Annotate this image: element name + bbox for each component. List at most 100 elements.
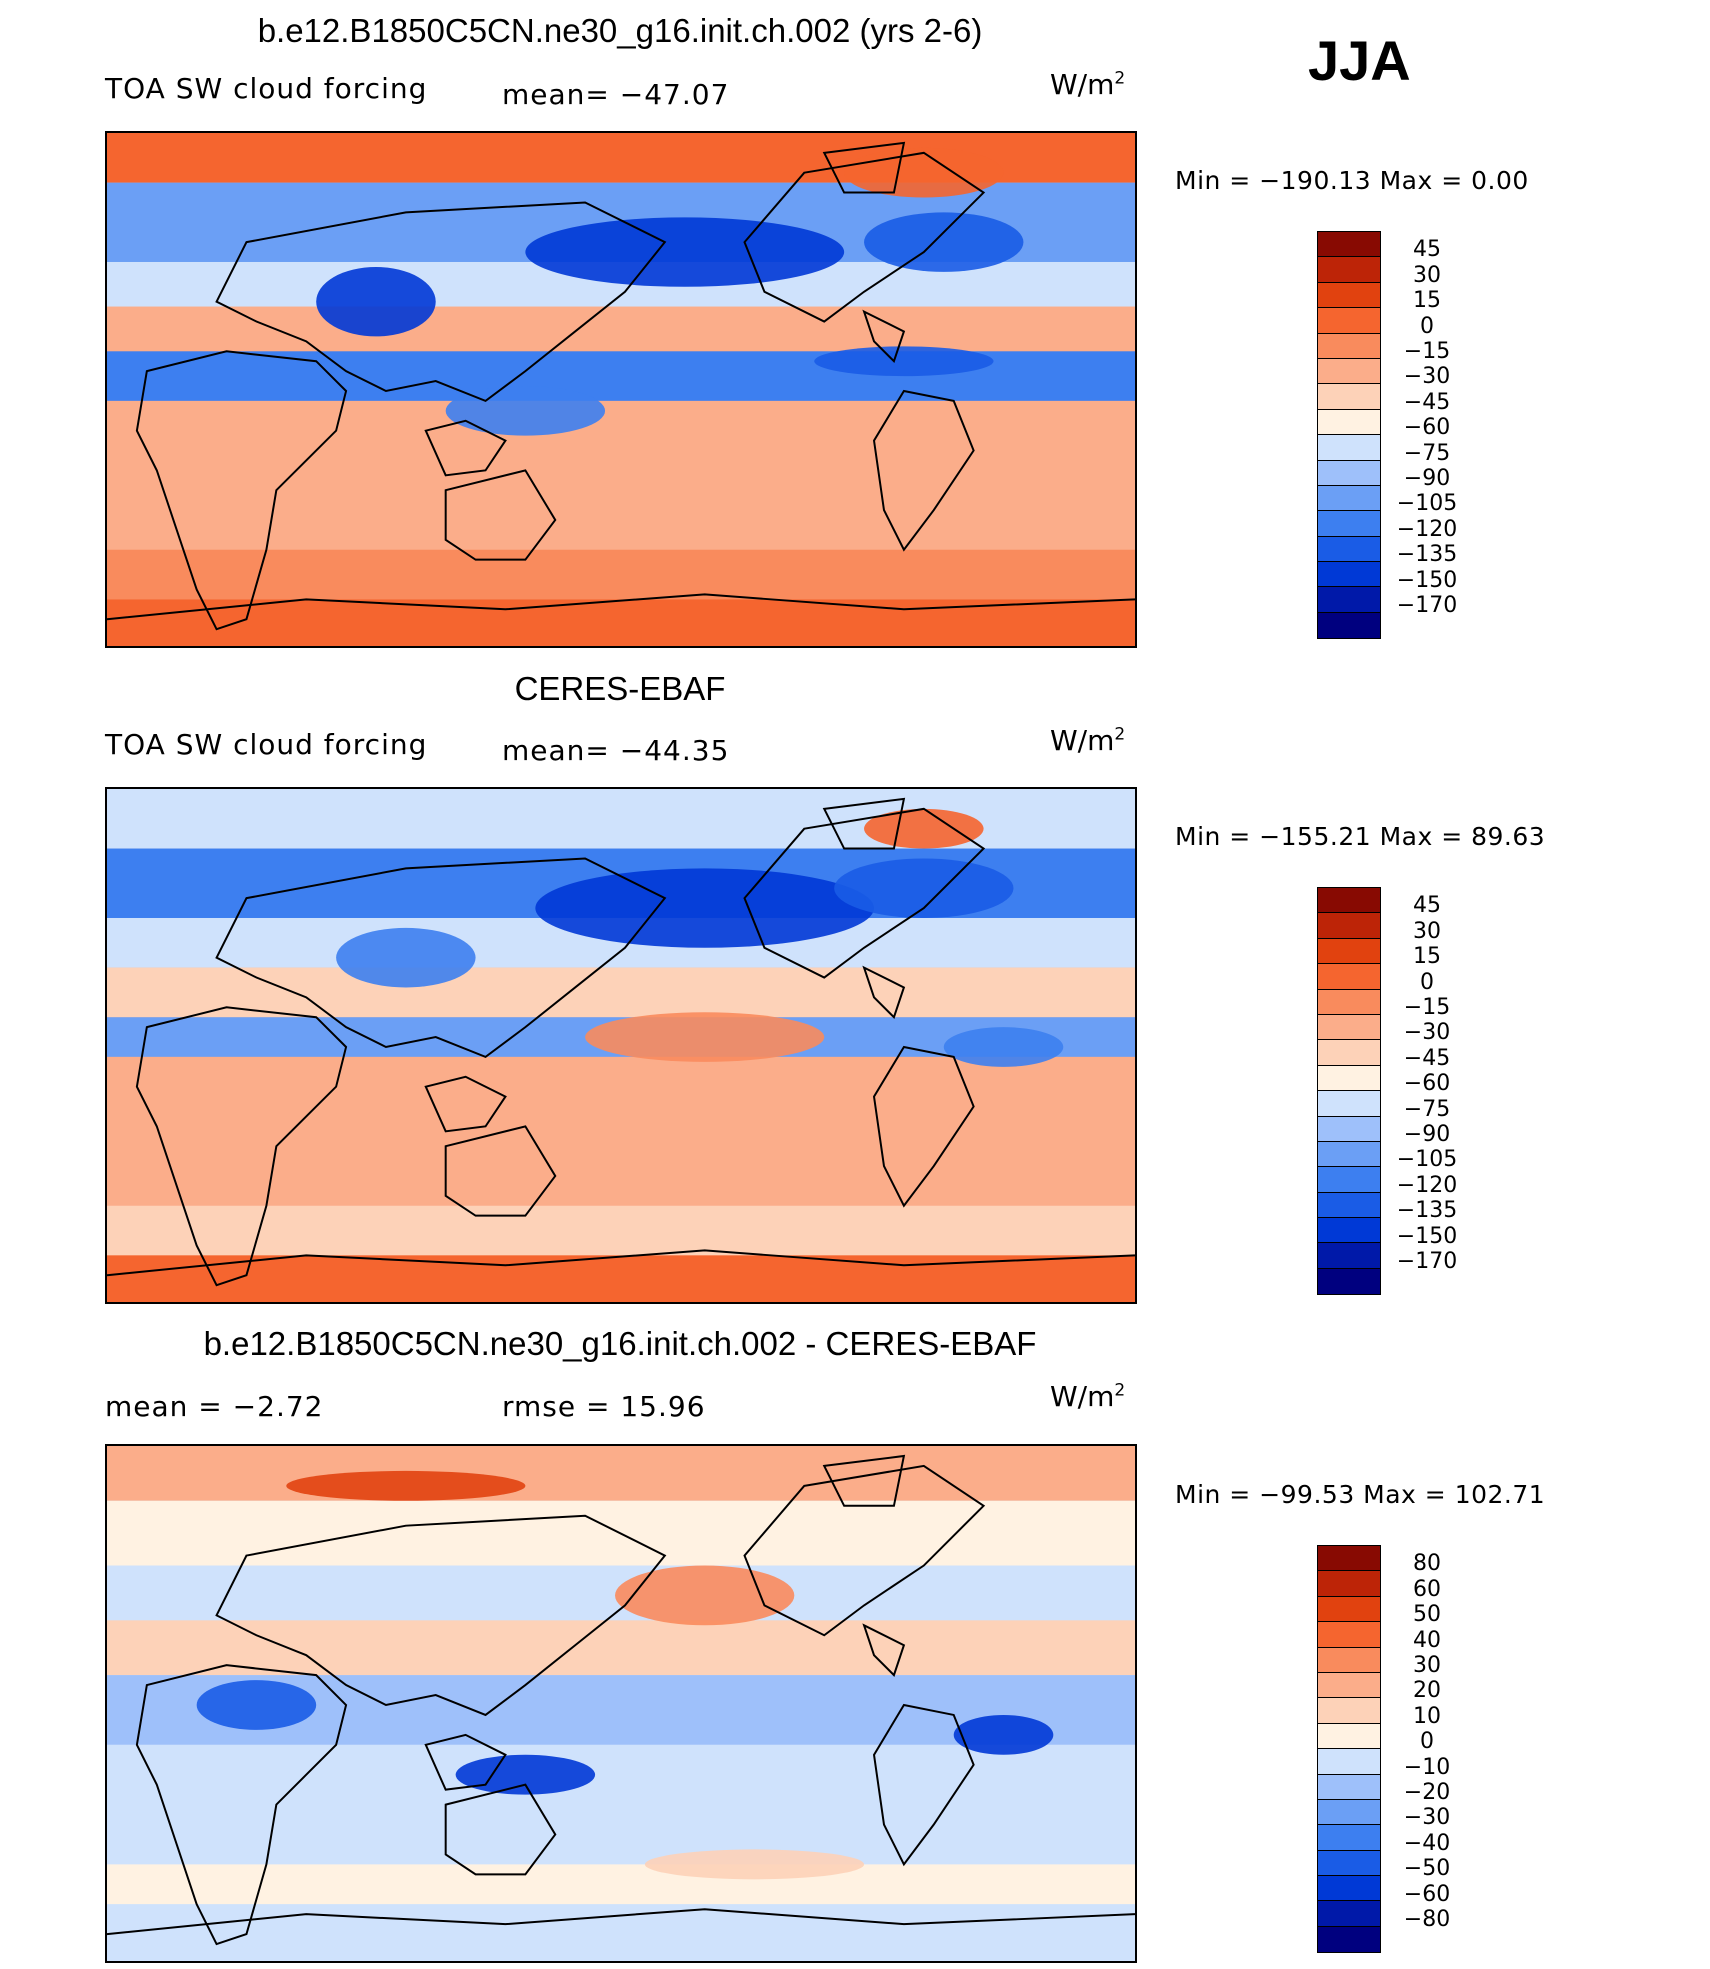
panel-2-units: W/m2 <box>1050 724 1125 757</box>
colorbar-level-label: 80 <box>1413 1551 1441 1577</box>
colorbar-swatch <box>1318 1799 1380 1826</box>
colorbar-swatch <box>1318 1647 1380 1673</box>
colorbar-swatch <box>1318 257 1380 283</box>
colorbar-swatch <box>1318 1876 1380 1902</box>
colorbar-level-label: −40 <box>1403 1830 1451 1856</box>
panel-1-colorbar <box>1317 231 1381 640</box>
units-exponent: 2 <box>1114 68 1126 89</box>
colorbar-swatch <box>1318 358 1380 385</box>
colorbar-swatch <box>1318 485 1380 512</box>
colorbar-level-label: −10 <box>1403 1754 1451 1780</box>
colorbar-swatch <box>1318 1268 1380 1295</box>
colorbar-level-label: −30 <box>1403 1020 1451 1046</box>
colorbar-swatch <box>1318 1774 1380 1800</box>
colorbar-level-label: −60 <box>1403 1071 1451 1097</box>
panel-1-mean-label: mean= −47.07 <box>502 78 730 111</box>
panel-1-title: b.e12.B1850C5CN.ne30_g16.init.ch.002 (yr… <box>257 12 983 49</box>
colorbar-swatch <box>1318 232 1380 258</box>
colorbar-swatch <box>1318 1850 1380 1877</box>
panel-2-title: CERES-EBAF <box>514 670 726 707</box>
panel-2-colorbar <box>1317 887 1381 1296</box>
colorbar-level-label: −170 <box>1396 1249 1458 1274</box>
colorbar-level-label: 15 <box>1413 944 1441 970</box>
colorbar-level-label: −20 <box>1403 1780 1451 1805</box>
colorbar-level-label: −60 <box>1403 415 1451 441</box>
colorbar-level-label: −50 <box>1403 1856 1451 1882</box>
colorbar-level-label: 45 <box>1413 237 1441 263</box>
colorbar-level-label: −60 <box>1403 1881 1451 1907</box>
colorbar-swatch <box>1318 1672 1380 1699</box>
colorbar-swatch <box>1318 1926 1380 1953</box>
colorbar-swatch <box>1318 1698 1380 1724</box>
panel-3-map <box>105 1444 1137 1963</box>
colorbar-swatch <box>1318 587 1380 613</box>
colorbar-level-label: 0 <box>1420 969 1434 995</box>
colorbar-swatch <box>1318 1091 1380 1117</box>
colorbar-swatch <box>1318 888 1380 914</box>
panel-3-minmax: Min = −99.53 Max = 102.71 <box>1175 1480 1546 1509</box>
colorbar-level-label: −45 <box>1403 389 1451 415</box>
colorbar-swatch <box>1318 1901 1380 1927</box>
map-canvas <box>107 789 1135 1302</box>
colorbar-swatch <box>1318 938 1380 965</box>
colorbar-swatch <box>1318 913 1380 939</box>
colorbar-level-label: −90 <box>1403 1122 1451 1147</box>
colorbar-level-label: −75 <box>1403 440 1451 466</box>
colorbar-level-label: −120 <box>1396 1172 1458 1198</box>
colorbar-level-label: −135 <box>1396 542 1458 568</box>
colorbar-swatch <box>1318 964 1380 990</box>
colorbar-level-label: −30 <box>1403 364 1451 390</box>
colorbar-swatch <box>1318 1141 1380 1168</box>
panel-3-title: b.e12.B1850C5CN.ne30_g16.init.ch.002 - C… <box>203 1325 1037 1362</box>
colorbar-swatch <box>1318 989 1380 1015</box>
colorbar-level-label: −105 <box>1396 1147 1458 1173</box>
colorbar-level-label: −150 <box>1396 567 1458 593</box>
colorbar-swatch <box>1318 1167 1380 1193</box>
colorbar-level-label: −105 <box>1396 491 1458 517</box>
colorbar-swatch <box>1318 1596 1380 1623</box>
units-exponent: 2 <box>1114 724 1126 745</box>
colorbar-swatch <box>1318 511 1380 537</box>
colorbar-level-label: 30 <box>1413 918 1441 944</box>
units-text: W/m <box>1050 68 1115 101</box>
colorbar-level-label: 60 <box>1413 1576 1441 1602</box>
colorbar-swatch <box>1318 460 1380 486</box>
units-exponent: 2 <box>1114 1380 1126 1401</box>
panel-2-minmax: Min = −155.21 Max = 89.63 <box>1175 822 1546 851</box>
colorbar-swatch <box>1318 1825 1380 1851</box>
colorbar-swatch <box>1318 1622 1380 1648</box>
colorbar-swatch <box>1318 1116 1380 1142</box>
colorbar-level-label: −15 <box>1403 995 1451 1020</box>
colorbar-swatch <box>1318 612 1380 639</box>
colorbar-level-label: −75 <box>1403 1096 1451 1122</box>
colorbar-level-label: −45 <box>1403 1045 1451 1071</box>
colorbar-level-label: −80 <box>1403 1907 1451 1932</box>
colorbar-level-label: 0 <box>1420 1729 1434 1755</box>
colorbar-swatch <box>1318 1218 1380 1244</box>
colorbar-swatch <box>1318 536 1380 563</box>
colorbar-swatch <box>1318 1040 1380 1066</box>
colorbar-swatch <box>1318 333 1380 359</box>
colorbar-level-label: −120 <box>1396 516 1458 542</box>
colorbar-swatch <box>1318 308 1380 334</box>
panel-3-units: W/m2 <box>1050 1380 1125 1413</box>
colorbar-level-label: 40 <box>1413 1627 1441 1653</box>
colorbar-level-label: −150 <box>1396 1223 1458 1249</box>
units-text: W/m <box>1050 1380 1115 1413</box>
colorbar-level-label: 10 <box>1413 1703 1441 1729</box>
panel-3-rmse-label: rmse = 15.96 <box>502 1390 706 1423</box>
colorbar-swatch <box>1318 562 1380 588</box>
panel-1-minmax: Min = −190.13 Max = 0.00 <box>1175 166 1529 195</box>
panel-1-variable-label: TOA SW cloud forcing <box>105 72 428 105</box>
colorbar-swatch <box>1318 1749 1380 1775</box>
panel-1-map <box>105 131 1137 648</box>
panel-2-map <box>105 787 1137 1304</box>
colorbar-level-label: 50 <box>1413 1602 1441 1628</box>
units-text: W/m <box>1050 724 1115 757</box>
panel-2-variable-label: TOA SW cloud forcing <box>105 728 428 761</box>
colorbar-level-label: −15 <box>1403 339 1451 364</box>
colorbar-level-label: −170 <box>1396 593 1458 618</box>
panel-1-units: W/m2 <box>1050 68 1125 101</box>
colorbar-level-label: −135 <box>1396 1198 1458 1224</box>
season-label: JJA <box>1308 29 1411 92</box>
